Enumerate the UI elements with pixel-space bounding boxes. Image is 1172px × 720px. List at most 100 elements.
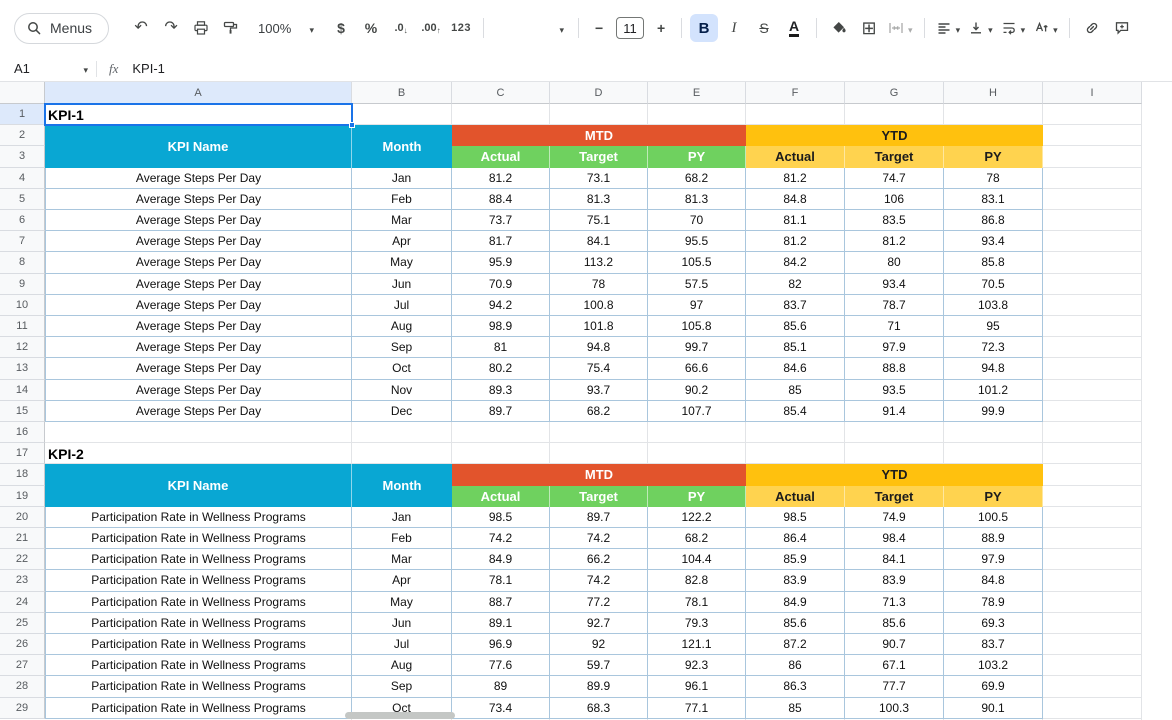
row-header-25[interactable]: 25 <box>0 612 45 634</box>
cell-D13[interactable]: 75.4 <box>550 358 648 380</box>
row-header-3[interactable]: 3 <box>0 146 45 168</box>
cell-A8[interactable]: Average Steps Per Day <box>45 252 352 274</box>
cell-D20[interactable]: 89.7 <box>550 506 648 528</box>
header-mtd-actual[interactable]: Actual <box>452 485 550 507</box>
cell-G21[interactable]: 98.4 <box>845 528 944 550</box>
cell-E10[interactable]: 97 <box>648 294 746 316</box>
row-header-1[interactable]: 1 <box>0 104 45 126</box>
decrease-font-size-button[interactable]: − <box>587 14 611 42</box>
cell-E14[interactable]: 90.2 <box>648 379 746 401</box>
header-ytd[interactable]: YTD <box>746 125 1043 147</box>
cell-B21[interactable]: Feb <box>352 528 452 550</box>
row-header-13[interactable]: 13 <box>0 358 45 380</box>
header-ytd-py[interactable]: PY <box>944 485 1043 507</box>
cell-F23[interactable]: 83.9 <box>746 570 845 592</box>
cell-G10[interactable]: 78.7 <box>845 294 944 316</box>
cell-E23[interactable]: 82.8 <box>648 570 746 592</box>
cell-B15[interactable]: Dec <box>352 400 452 422</box>
cell-F7[interactable]: 81.2 <box>746 231 845 253</box>
cell-A17[interactable]: KPI-2 <box>48 445 84 462</box>
increase-decimal-button[interactable]: .00 <box>417 14 445 42</box>
cell-F5[interactable]: 84.8 <box>746 188 845 210</box>
cell-C29[interactable]: 73.4 <box>452 697 550 719</box>
cell-A23[interactable]: Participation Rate in Wellness Programs <box>45 570 352 592</box>
cell-E21[interactable]: 68.2 <box>648 528 746 550</box>
cell-D26[interactable]: 92 <box>550 634 648 656</box>
column-header-E[interactable]: E <box>648 82 746 104</box>
cell-C10[interactable]: 94.2 <box>452 294 550 316</box>
cell-D25[interactable]: 92.7 <box>550 612 648 634</box>
row-header-6[interactable]: 6 <box>0 210 45 232</box>
cell-F28[interactable]: 86.3 <box>746 676 845 698</box>
header-ytd-py[interactable]: PY <box>944 146 1043 168</box>
cell-B26[interactable]: Jul <box>352 634 452 656</box>
print-button[interactable] <box>187 14 215 42</box>
cell-D12[interactable]: 94.8 <box>550 337 648 359</box>
cell-H21[interactable]: 88.9 <box>944 528 1043 550</box>
cell-A25[interactable]: Participation Rate in Wellness Programs <box>45 612 352 634</box>
row-header-15[interactable]: 15 <box>0 400 45 422</box>
cell-C22[interactable]: 84.9 <box>452 549 550 571</box>
cell-D23[interactable]: 74.2 <box>550 570 648 592</box>
cell-H8[interactable]: 85.8 <box>944 252 1043 274</box>
cell-B11[interactable]: Aug <box>352 316 452 338</box>
cell-H5[interactable]: 83.1 <box>944 188 1043 210</box>
cell-A15[interactable]: Average Steps Per Day <box>45 400 352 422</box>
header-mtd-py[interactable]: PY <box>648 485 746 507</box>
cell-B7[interactable]: Apr <box>352 231 452 253</box>
more-formats-button[interactable]: 123 <box>447 14 475 42</box>
cell-E22[interactable]: 104.4 <box>648 549 746 571</box>
redo-button[interactable] <box>157 14 185 42</box>
fill-color-button[interactable] <box>825 14 853 42</box>
cell-A1[interactable]: KPI-1 <box>48 106 84 123</box>
cell-E15[interactable]: 107.7 <box>648 400 746 422</box>
cell-C9[interactable]: 70.9 <box>452 273 550 295</box>
cell-F13[interactable]: 84.6 <box>746 358 845 380</box>
cell-F15[interactable]: 85.4 <box>746 400 845 422</box>
row-header-5[interactable]: 5 <box>0 188 45 210</box>
cell-C24[interactable]: 88.7 <box>452 591 550 613</box>
cell-G20[interactable]: 74.9 <box>845 506 944 528</box>
cell-F26[interactable]: 87.2 <box>746 634 845 656</box>
text-rotation-button[interactable] <box>1030 14 1061 42</box>
column-header-F[interactable]: F <box>746 82 845 104</box>
cell-B27[interactable]: Aug <box>352 655 452 677</box>
header-month[interactable]: Month <box>352 464 452 507</box>
row-header-11[interactable]: 11 <box>0 316 45 338</box>
decrease-decimal-button[interactable]: .0 <box>387 14 415 42</box>
cell-H13[interactable]: 94.8 <box>944 358 1043 380</box>
cell-E27[interactable]: 92.3 <box>648 655 746 677</box>
column-header-D[interactable]: D <box>550 82 648 104</box>
header-kpi-name[interactable]: KPI Name <box>45 125 352 168</box>
cell-A21[interactable]: Participation Rate in Wellness Programs <box>45 528 352 550</box>
cell-G12[interactable]: 97.9 <box>845 337 944 359</box>
cell-B8[interactable]: May <box>352 252 452 274</box>
cell-H9[interactable]: 70.5 <box>944 273 1043 295</box>
cell-C11[interactable]: 98.9 <box>452 316 550 338</box>
cell-D21[interactable]: 74.2 <box>550 528 648 550</box>
formula-input[interactable]: KPI-1 <box>132 61 165 76</box>
cell-F21[interactable]: 86.4 <box>746 528 845 550</box>
format-percent-button[interactable]: % <box>357 14 385 42</box>
insert-link-button[interactable] <box>1078 14 1106 42</box>
font-family-dropdown[interactable] <box>492 14 570 42</box>
strikethrough-button[interactable]: S <box>750 14 778 42</box>
cell-G9[interactable]: 93.4 <box>845 273 944 295</box>
cell-H6[interactable]: 86.8 <box>944 210 1043 232</box>
cell-B23[interactable]: Apr <box>352 570 452 592</box>
cell-C6[interactable]: 73.7 <box>452 210 550 232</box>
header-ytd-actual[interactable]: Actual <box>746 146 845 168</box>
vertical-align-button[interactable] <box>965 14 996 42</box>
cell-H7[interactable]: 93.4 <box>944 231 1043 253</box>
cell-B25[interactable]: Jun <box>352 612 452 634</box>
cell-B14[interactable]: Nov <box>352 379 452 401</box>
cell-F25[interactable]: 85.6 <box>746 612 845 634</box>
cell-A6[interactable]: Average Steps Per Day <box>45 210 352 232</box>
cell-C25[interactable]: 89.1 <box>452 612 550 634</box>
cell-C8[interactable]: 95.9 <box>452 252 550 274</box>
cell-C26[interactable]: 96.9 <box>452 634 550 656</box>
row-header-10[interactable]: 10 <box>0 294 45 316</box>
header-mtd[interactable]: MTD <box>452 125 746 147</box>
cell-D5[interactable]: 81.3 <box>550 188 648 210</box>
cell-A22[interactable]: Participation Rate in Wellness Programs <box>45 549 352 571</box>
